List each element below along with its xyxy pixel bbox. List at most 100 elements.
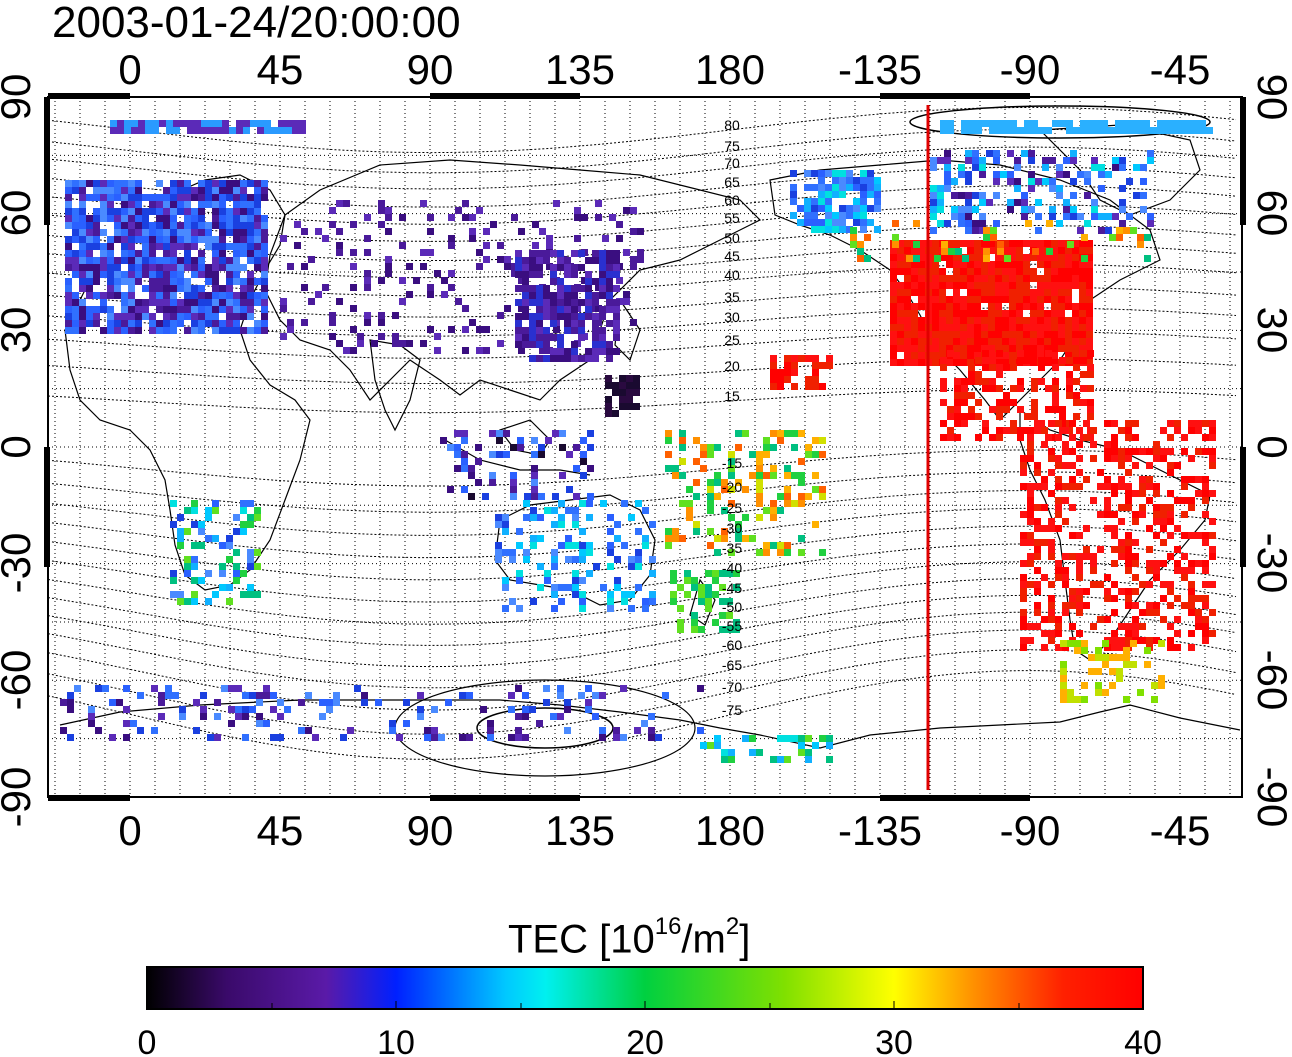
tec-cell xyxy=(184,187,191,194)
tec-cell xyxy=(156,180,163,187)
tec-cell xyxy=(1088,654,1095,661)
tec-cell xyxy=(974,268,981,275)
tec-cell xyxy=(1079,338,1086,345)
tec-cell xyxy=(79,180,86,187)
tec-cell xyxy=(770,444,777,451)
tec-cell xyxy=(233,180,240,187)
tec-cell xyxy=(187,120,194,127)
tec-cell xyxy=(988,296,995,303)
tec-cell xyxy=(571,285,578,292)
tec-cell xyxy=(1084,192,1091,199)
tec-cell xyxy=(1065,254,1072,261)
tec-cell xyxy=(770,355,777,362)
tec-cell xyxy=(812,451,819,458)
tec-cell xyxy=(1030,240,1037,247)
tec-cell xyxy=(939,268,946,275)
tec-cell xyxy=(212,236,219,243)
tec-cell xyxy=(100,201,107,208)
tec-cell xyxy=(261,243,268,250)
tec-cell xyxy=(1023,345,1030,352)
tec-cell xyxy=(904,317,911,324)
tec-cell xyxy=(564,327,571,334)
tec-cell xyxy=(918,268,925,275)
tec-cell xyxy=(1090,567,1097,574)
tec-cell xyxy=(571,355,578,362)
tec-cell xyxy=(1098,164,1105,171)
tec-cell xyxy=(149,327,156,334)
tec-cell xyxy=(1051,303,1058,310)
tec-cell xyxy=(981,282,988,289)
tec-cell xyxy=(1164,127,1171,134)
tec-cell xyxy=(982,385,989,392)
tec-cell xyxy=(954,434,961,441)
tec-cell xyxy=(86,320,93,327)
tec-cell xyxy=(1002,268,1009,275)
tec-cell xyxy=(93,236,100,243)
tec-cell xyxy=(170,208,177,215)
tec-cell xyxy=(65,236,72,243)
tec-cell xyxy=(163,320,170,327)
tec-cell xyxy=(1016,310,1023,317)
tec-cell xyxy=(240,292,247,299)
tec-cell xyxy=(1041,644,1048,651)
tec-cell xyxy=(1003,392,1010,399)
tec-cell xyxy=(623,249,630,256)
tec-cell xyxy=(1076,602,1083,609)
tec-cell xyxy=(1030,331,1037,338)
tec-cell xyxy=(135,187,142,194)
tec-cell xyxy=(233,327,240,334)
tec-cell xyxy=(184,250,191,257)
tec-cell xyxy=(700,444,707,451)
tec-cell xyxy=(826,756,833,763)
tec-cell xyxy=(897,338,904,345)
tec-cell xyxy=(749,735,756,742)
tec-cell xyxy=(988,275,995,282)
tec-cell xyxy=(904,268,911,275)
tec-cell xyxy=(1048,448,1055,455)
tec-cell xyxy=(967,268,974,275)
tec-cell xyxy=(1051,345,1058,352)
tec-cell xyxy=(1048,546,1055,553)
tec-cell xyxy=(1072,310,1079,317)
tec-cell xyxy=(247,521,254,528)
tec-cell xyxy=(536,292,543,299)
tec-cell xyxy=(100,187,107,194)
tec-cell xyxy=(1037,352,1044,359)
tec-cell xyxy=(712,591,719,598)
tec-cell xyxy=(1090,581,1097,588)
tec-cell xyxy=(72,236,79,243)
tec-cell xyxy=(319,699,326,706)
tec-cell xyxy=(219,264,226,271)
tec-cell xyxy=(156,208,163,215)
tec-cell xyxy=(996,427,1003,434)
tec-cell xyxy=(890,254,897,261)
tec-cell xyxy=(846,205,853,212)
tec-cell xyxy=(904,331,911,338)
tec-cell xyxy=(1125,420,1132,427)
tec-cell xyxy=(1202,560,1209,567)
tec-cell xyxy=(1160,427,1167,434)
tec-cell xyxy=(599,292,606,299)
tec-cell xyxy=(1125,504,1132,511)
tec-cell xyxy=(1167,511,1174,518)
tec-cell xyxy=(1016,317,1023,324)
tec-cell xyxy=(1125,602,1132,609)
tec-cell xyxy=(536,264,543,271)
tec-cell xyxy=(939,296,946,303)
tec-cell xyxy=(516,528,523,535)
tec-cell xyxy=(606,285,613,292)
tec-cell xyxy=(1055,476,1062,483)
contour-label: 50 xyxy=(724,230,740,246)
tec-cell xyxy=(142,271,149,278)
tec-cell xyxy=(1058,317,1065,324)
tec-cell xyxy=(1116,668,1123,675)
tec-cell xyxy=(427,284,434,291)
tec-cell xyxy=(1102,689,1109,696)
tec-cell xyxy=(559,444,566,451)
tec-cell xyxy=(579,605,586,612)
tec-cell xyxy=(890,359,897,366)
tec-cell xyxy=(378,312,385,319)
tec-cell xyxy=(114,236,121,243)
tec-cell xyxy=(1118,462,1125,469)
tec-cell xyxy=(1066,371,1073,378)
